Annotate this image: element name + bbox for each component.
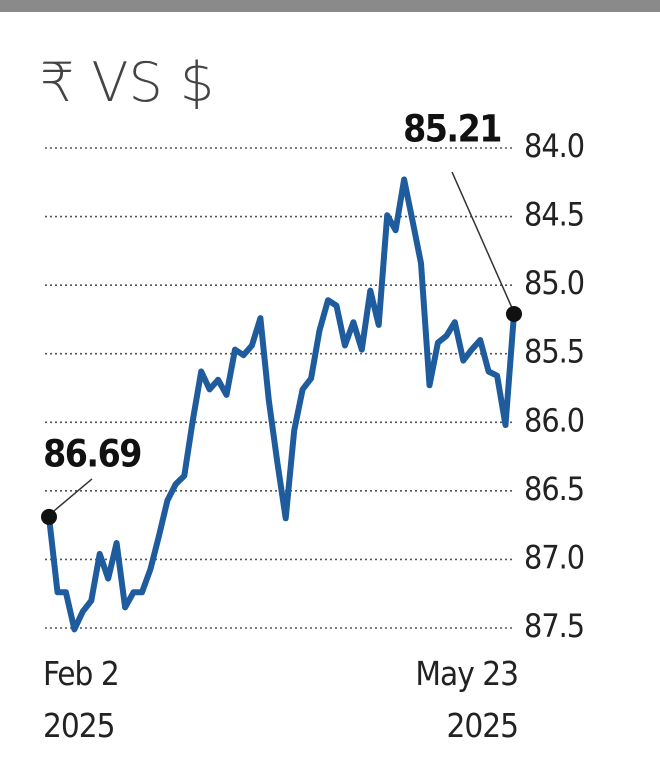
y-tick-label: 85.5 — [524, 333, 584, 371]
leader-line — [451, 171, 513, 309]
y-tick-label: 84.5 — [524, 196, 584, 234]
top-bar — [0, 0, 660, 12]
chart-title: ₹ VS $ — [40, 51, 214, 114]
x-tick-label: May 23 2025 — [415, 654, 519, 745]
value-label: 85.21 — [403, 107, 501, 150]
value-label: 86.69 — [43, 432, 141, 475]
leader-line — [53, 478, 93, 512]
line — [46, 176, 517, 633]
y-tick-label: 84.0 — [524, 127, 584, 165]
y-tick-label: 85.0 — [524, 264, 584, 302]
y-tick-label: 87.5 — [524, 607, 584, 645]
y-tick-label: 86.0 — [524, 401, 584, 439]
y-tick-label: 86.5 — [524, 470, 584, 508]
point — [41, 508, 57, 525]
point — [506, 305, 522, 322]
x-tick-label: Feb 2 2025 — [43, 654, 120, 745]
y-tick-label: 87.0 — [524, 538, 584, 576]
